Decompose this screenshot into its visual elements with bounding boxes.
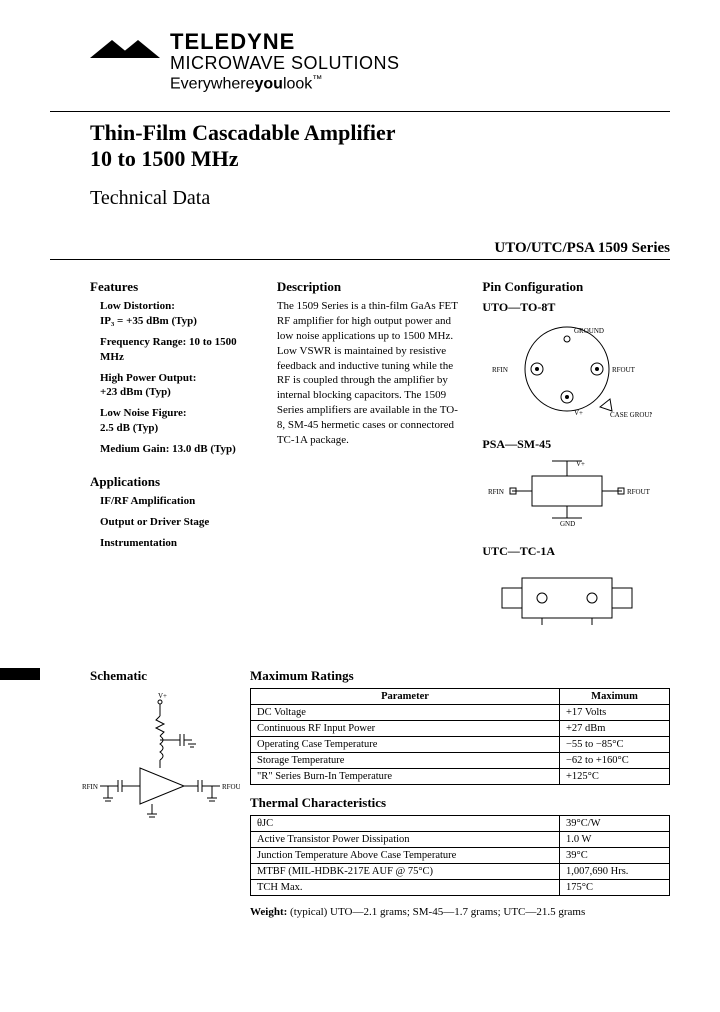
svg-text:V+: V+ bbox=[158, 692, 167, 700]
svg-text:GND: GND bbox=[560, 520, 575, 526]
description-heading: Description bbox=[277, 278, 465, 296]
application-item: Instrumentation bbox=[100, 536, 259, 551]
table-row: DC Voltage+17 Volts bbox=[251, 705, 670, 721]
application-item: Output or Driver Stage bbox=[100, 515, 259, 530]
feature-item: High Power Output:+23 dBm (Typ) bbox=[100, 371, 259, 401]
feature-item: Low Noise Figure:2.5 dB (Typ) bbox=[100, 406, 259, 436]
brand-line1: TELEDYNE bbox=[170, 30, 400, 54]
schematic-column: Schematic V+ RFIN bbox=[50, 668, 230, 918]
svg-text:CASE GROUND: CASE GROUND bbox=[610, 411, 652, 419]
table-row: Operating Case Temperature−55 to −85°C bbox=[251, 737, 670, 753]
max-ratings-table: Parameter Maximum DC Voltage+17 Volts Co… bbox=[250, 688, 670, 785]
description-column: Description The 1509 Series is a thin-fi… bbox=[277, 278, 465, 649]
svg-text:GROUND: GROUND bbox=[574, 327, 604, 335]
table-header-row: Parameter Maximum bbox=[251, 689, 670, 705]
pin-config-column: Pin Configuration UTO—TO-8T RFIN RFOUT G… bbox=[482, 278, 670, 649]
thermal-table: θJC39°C/W Active Transistor Power Dissip… bbox=[250, 815, 670, 896]
svg-text:RFOUT: RFOUT bbox=[612, 366, 636, 374]
schematic-diagram-icon: V+ RFIN bbox=[80, 688, 240, 828]
pin-label-psa: PSA—SM-45 bbox=[482, 436, 670, 452]
pin-config-heading: Pin Configuration bbox=[482, 278, 670, 296]
max-ratings-heading: Maximum Ratings bbox=[250, 668, 670, 684]
to-8t-diagram-icon: RFIN RFOUT GROUND V+ CASE GROUND bbox=[482, 319, 652, 419]
table-row: MTBF (MIL-HDBK-217E AUF @ 75°C)1,007,690… bbox=[251, 864, 670, 880]
svg-text:RFIN: RFIN bbox=[488, 488, 504, 496]
table-row: Junction Temperature Above Case Temperat… bbox=[251, 848, 670, 864]
bottom-region: Schematic V+ RFIN bbox=[50, 668, 670, 918]
brand-line2: MICROWAVE SOLUTIONS bbox=[170, 54, 400, 74]
svg-text:RFOUT: RFOUT bbox=[627, 488, 651, 496]
content-columns: Features Low Distortion:IP₃ = +35 dBm (T… bbox=[90, 278, 670, 649]
brand-header: TELEDYNE MICROWAVE SOLUTIONS Everywherey… bbox=[90, 30, 670, 93]
feature-item: Frequency Range: 10 to 1500 MHz bbox=[100, 335, 259, 365]
feature-item: Medium Gain: 13.0 dB (Typ) bbox=[100, 442, 259, 457]
svg-text:RFOUT: RFOUT bbox=[222, 783, 240, 791]
table-row: θJC39°C/W bbox=[251, 816, 670, 832]
brand-tagline: Everywhereyoulook™ bbox=[170, 74, 400, 93]
table-row: Continuous RF Input Power+27 dBm bbox=[251, 721, 670, 737]
section-bar-icon bbox=[0, 668, 40, 680]
pin-label-uto: UTO—TO-8T bbox=[482, 299, 670, 315]
sm-45-diagram-icon: RFIN RFOUT V+ GND bbox=[482, 456, 652, 526]
main-title-2: 10 to 1500 MHz bbox=[90, 146, 670, 172]
tc-1a-diagram-icon bbox=[482, 563, 652, 633]
application-item: IF/RF Amplification bbox=[100, 494, 259, 509]
feature-item: Low Distortion:IP₃ = +35 dBm (Typ) bbox=[100, 299, 259, 329]
teledyne-logo-icon bbox=[90, 30, 160, 70]
svg-text:RFIN: RFIN bbox=[492, 366, 508, 374]
series-label: UTO/UTC/PSA 1509 Series bbox=[50, 240, 670, 257]
svg-text:RFIN: RFIN bbox=[82, 783, 98, 791]
col-maximum: Maximum bbox=[560, 689, 670, 705]
title-block: Thin-Film Cascadable Amplifier 10 to 150… bbox=[90, 120, 670, 210]
svg-text:V+: V+ bbox=[574, 409, 583, 417]
table-row: Active Transistor Power Dissipation1.0 W bbox=[251, 832, 670, 848]
col-parameter: Parameter bbox=[251, 689, 560, 705]
description-text: The 1509 Series is a thin-film GaAs FET … bbox=[277, 299, 465, 447]
main-title-1: Thin-Film Cascadable Amplifier bbox=[90, 120, 670, 146]
features-column: Features Low Distortion:IP₃ = +35 dBm (T… bbox=[90, 278, 259, 649]
thermal-heading: Thermal Characteristics bbox=[250, 795, 670, 811]
tables-column: Maximum Ratings Parameter Maximum DC Vol… bbox=[250, 668, 670, 918]
applications-heading: Applications bbox=[90, 473, 259, 491]
table-row: TCH Max.175°C bbox=[251, 880, 670, 896]
schematic-heading: Schematic bbox=[90, 668, 230, 684]
features-heading: Features bbox=[90, 278, 259, 296]
table-row: Storage Temperature−62 to +160°C bbox=[251, 753, 670, 769]
header-rule bbox=[50, 111, 670, 112]
technical-data-label: Technical Data bbox=[90, 187, 670, 210]
pin-label-utc: UTC—TC-1A bbox=[482, 543, 670, 559]
series-rule bbox=[50, 259, 670, 260]
table-row: "R" Series Burn-In Temperature+125°C bbox=[251, 769, 670, 785]
svg-text:V+: V+ bbox=[576, 460, 585, 468]
weight-line: Weight: (typical) UTO—2.1 grams; SM-45—1… bbox=[250, 906, 670, 918]
